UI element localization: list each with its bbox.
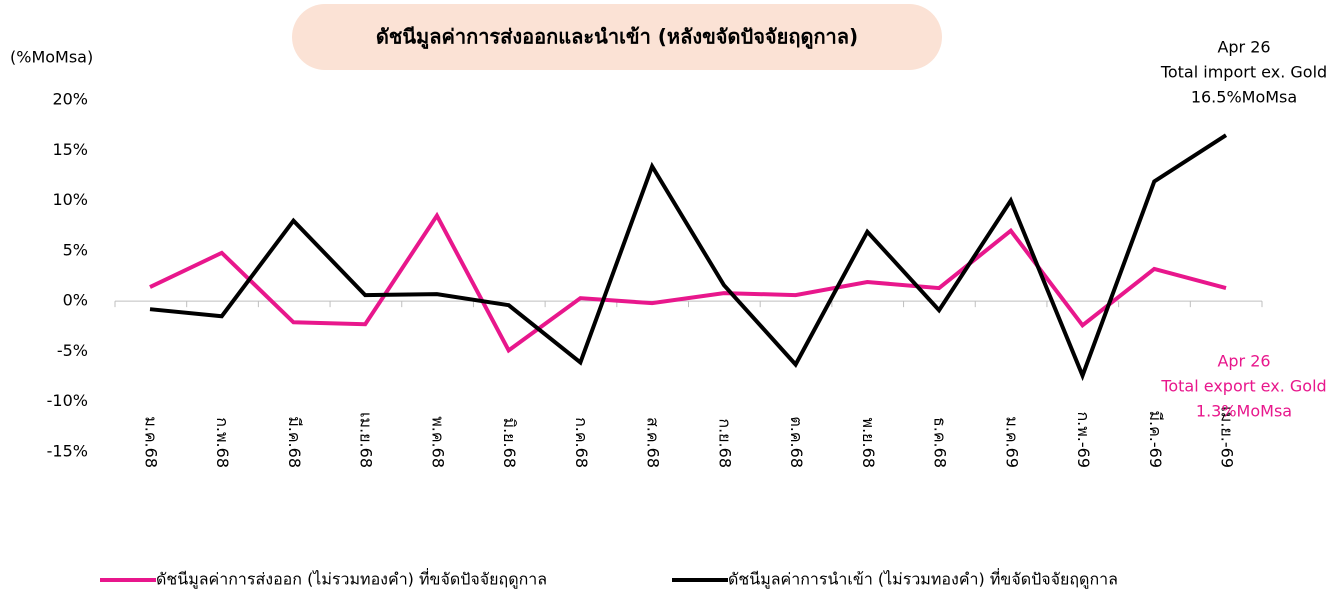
x-tick-label: ก.ค.68 [572,417,591,468]
legend-label: ดัชนีมูลค่าการส่งออก (ไม่รวมทองคำ) ที่ขจ… [156,568,547,590]
x-tick-label: ก.พ.-69 [1074,411,1093,468]
series-line [149,133,1228,382]
x-tick-label: เม.ย.68 [357,412,376,468]
x-tick-label: ส.ค.68 [644,417,663,468]
x-tick-label: ม.ค.68 [142,416,161,468]
y-tick-label: -10% [47,391,88,410]
y-tick-label: 20% [52,90,88,109]
annotation: 1.3%MoMsa [1196,402,1292,421]
x-tick-label: ก.พ.68 [213,417,232,468]
x-tick-label: มี.ค.68 [285,416,304,468]
legend-label: ดัชนีมูลค่าการนำเข้า (ไม่รวมทองคำ) ที่ขจ… [728,568,1118,590]
x-tick-label: มิ.ย.68 [500,418,519,468]
y-tick-label: 15% [52,140,88,159]
x-tick-label: พ.ค.68 [428,416,447,468]
annotation: Total import ex. Gold [1160,63,1327,82]
annotation: Apr 26 [1217,352,1270,371]
annotation: Total export ex. Gold [1160,377,1326,396]
y-tick-label: 10% [52,190,88,209]
x-tick-label: พ.ย.68 [859,418,878,468]
x-tick-label: เม.ย.-69 [1218,406,1237,468]
title-box [292,4,942,70]
y-tick-label: -15% [47,442,88,461]
x-tick-label: มี.ค.-69 [1146,410,1165,468]
y-axis-label: (%MoMsa) [10,48,93,67]
x-tick-label: ต.ค.68 [787,416,806,468]
annotation: 16.5%MoMsa [1191,88,1297,107]
y-tick-label: 5% [63,240,88,259]
y-tick-label: 0% [63,291,88,310]
x-tick-label: ม.ค.69 [1002,416,1021,468]
y-tick-label: -5% [57,341,88,360]
chart-title: ดัชนีมูลค่าการส่งออกและนำเข้า (หลังขจัดป… [376,25,858,51]
x-tick-label: ธ.ค.68 [931,417,950,468]
x-tick-label: ก.ย.68 [715,418,734,468]
annotation: Apr 26 [1217,38,1270,57]
series-line [149,211,1227,354]
